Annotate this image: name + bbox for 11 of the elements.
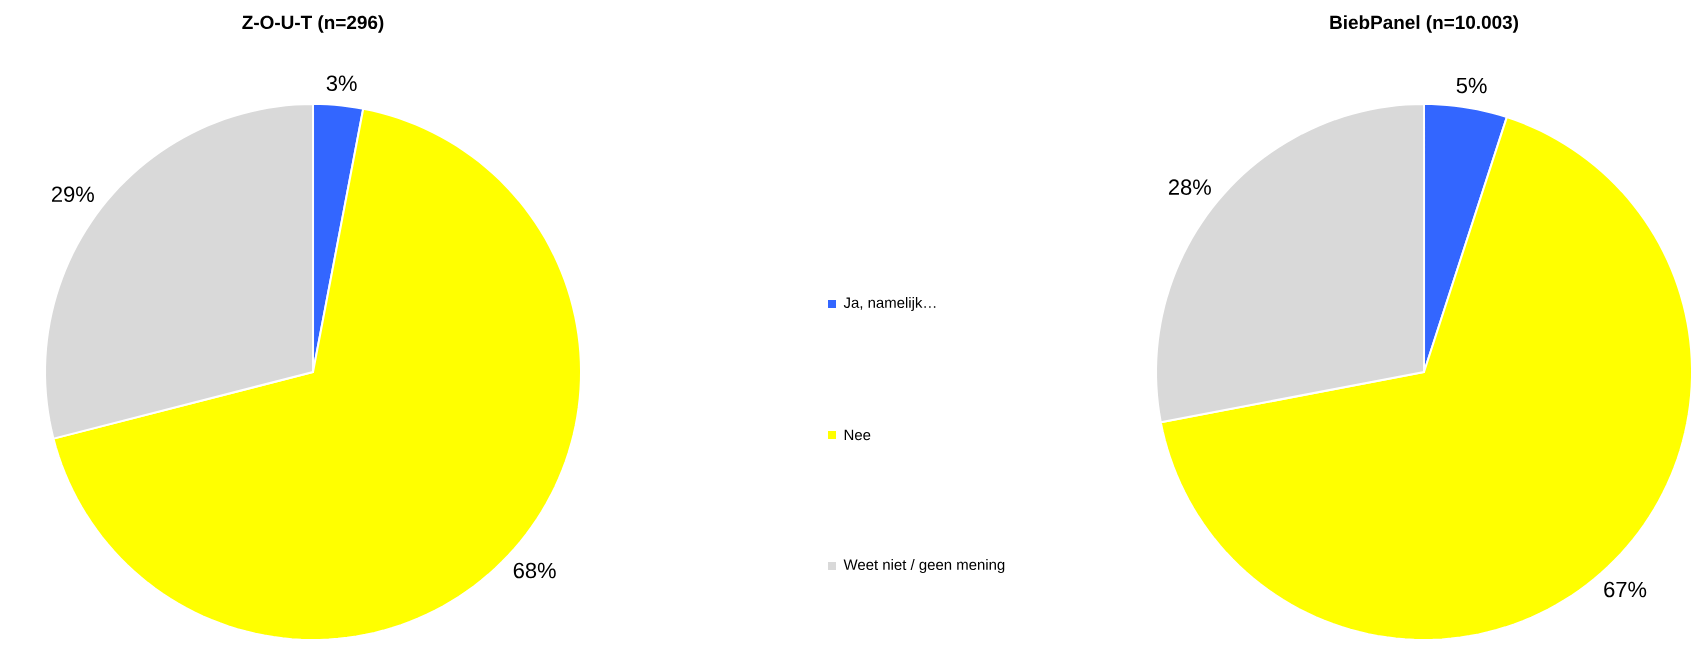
- data-label: 3%: [326, 75, 357, 92]
- data-label: 67%: [1604, 581, 1647, 598]
- chart-title: BiebPanel (n=10.003): [1330, 15, 1518, 33]
- data-label: 29%: [51, 186, 94, 203]
- data-label: 68%: [513, 562, 556, 579]
- legend-label: Ja, namelijk…: [843, 297, 936, 311]
- legend-label: Weet niet / geen mening: [843, 559, 1005, 573]
- data-label: 28%: [1168, 179, 1211, 195]
- legend-label: Nee: [844, 429, 871, 441]
- data-label: 5%: [1456, 77, 1487, 94]
- chart-title: Z-O-U-T (n=296): [242, 15, 384, 33]
